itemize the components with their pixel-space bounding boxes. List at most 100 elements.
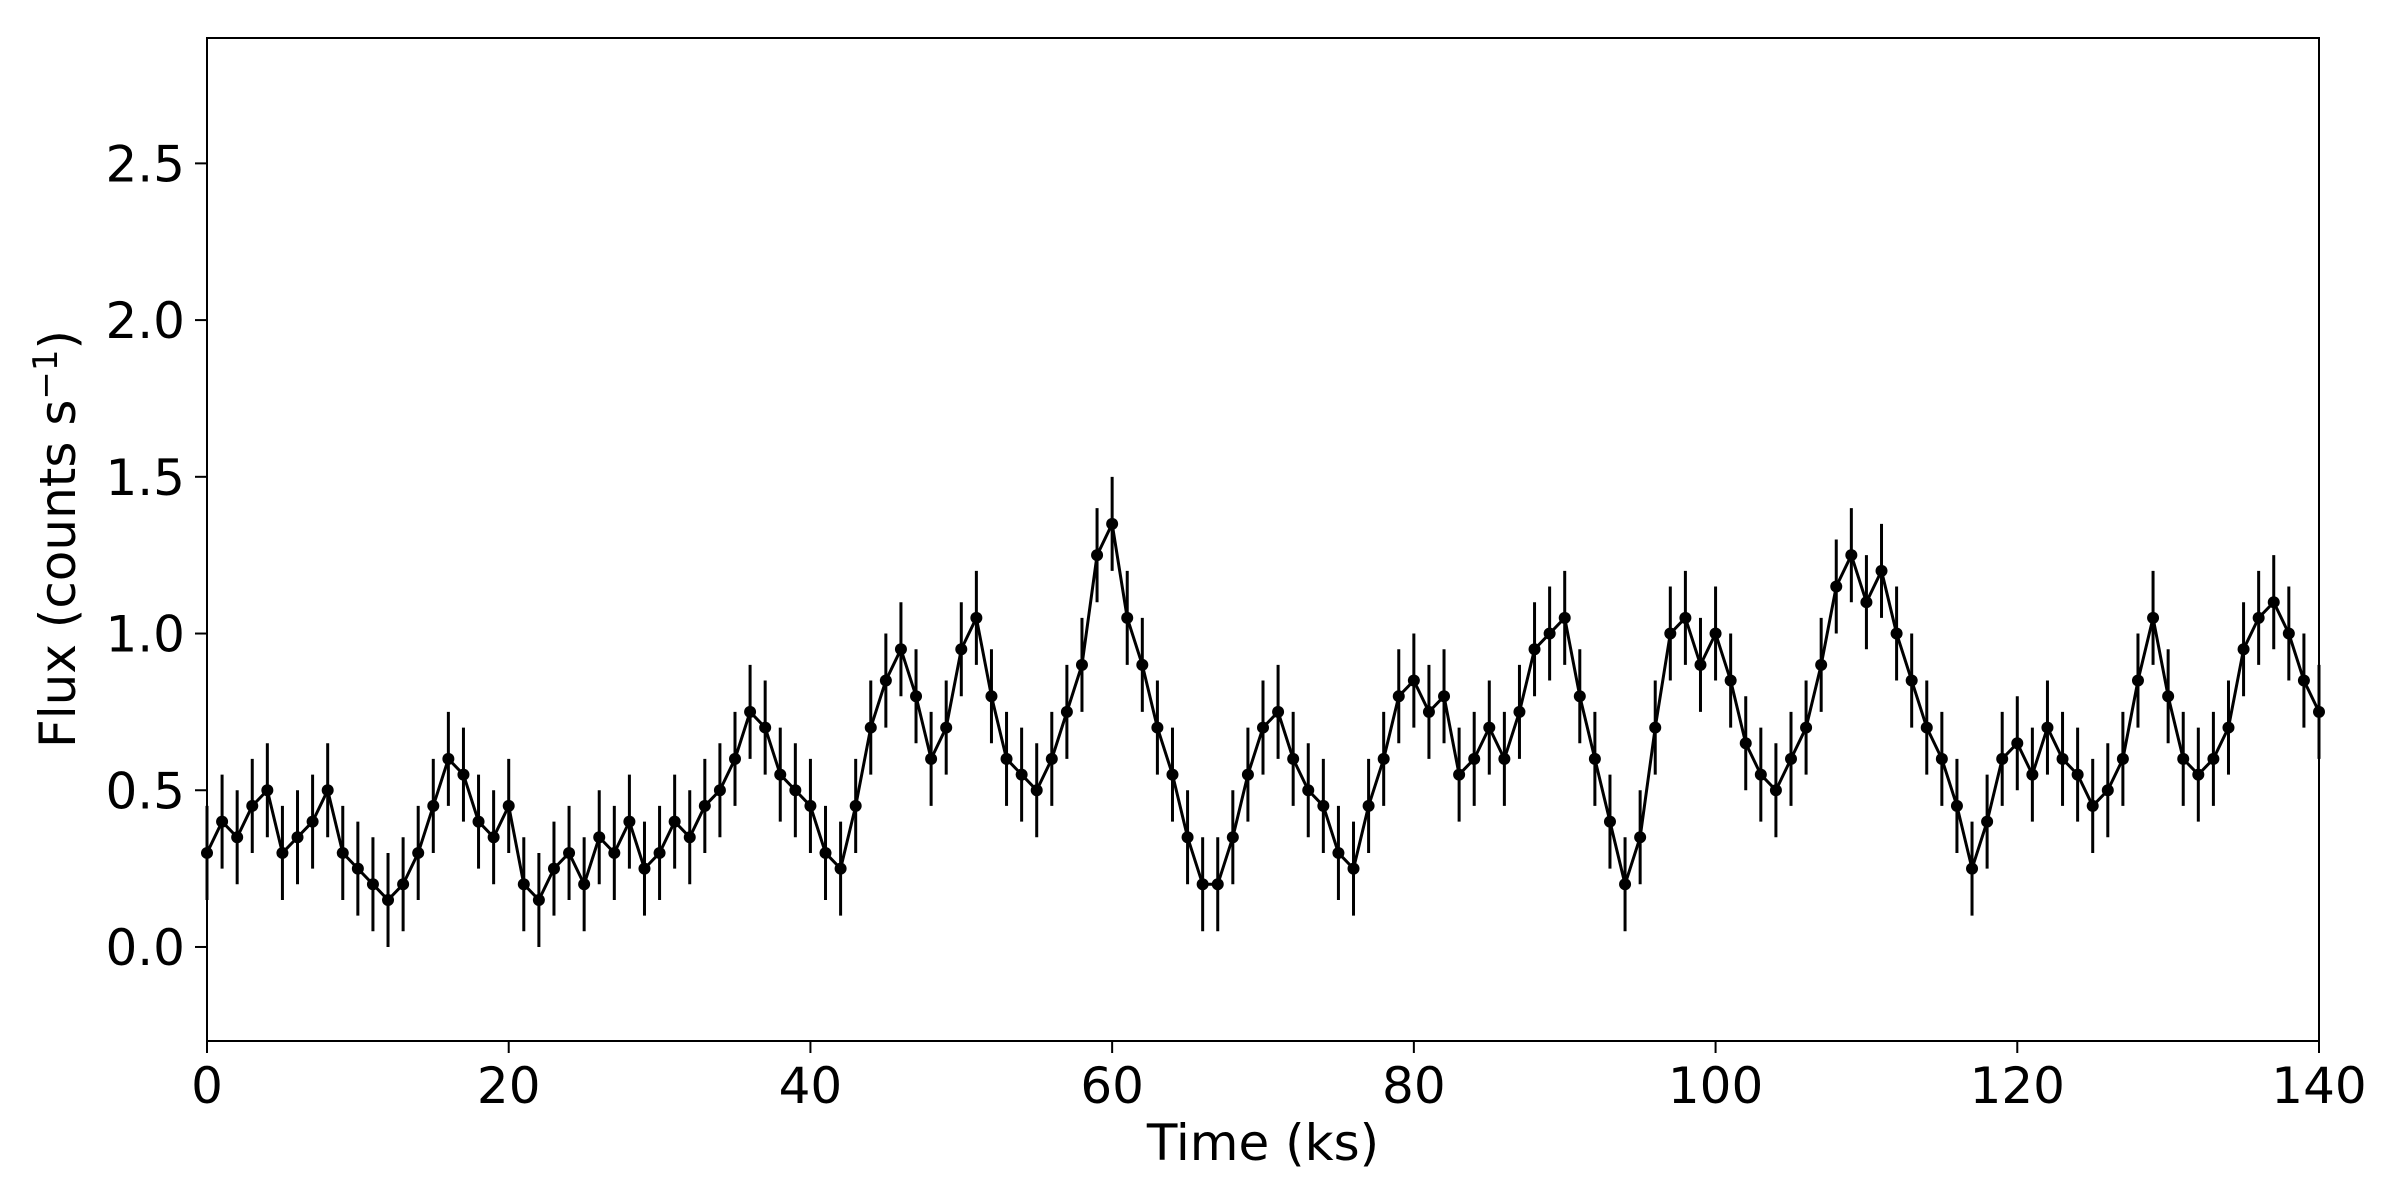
data-point: [502, 799, 515, 812]
data-point: [608, 846, 621, 859]
data-point: [1045, 752, 1058, 765]
data-point: [1166, 768, 1179, 781]
data-point: [789, 784, 802, 797]
data-point: [1483, 721, 1496, 734]
y-label-superscript: −1: [26, 350, 66, 400]
y-axis-label: Flux (counts s−1): [26, 330, 87, 748]
x-tick-label: 80: [1382, 1057, 1446, 1115]
data-point: [2011, 737, 2024, 750]
data-point: [532, 893, 545, 906]
data-point: [2297, 674, 2310, 687]
data-point: [472, 815, 485, 828]
data-point: [894, 643, 907, 656]
data-point: [1664, 627, 1677, 640]
data-point: [1211, 878, 1224, 891]
data-point: [1619, 878, 1632, 891]
data-point: [1694, 658, 1707, 671]
y-tick-label: 0.5: [105, 762, 185, 820]
data-point: [1528, 643, 1541, 656]
data-point: [910, 690, 923, 703]
y-tick-label: 2.5: [105, 135, 185, 193]
data-point: [2086, 799, 2099, 812]
y-label-text: Flux (counts s: [29, 400, 87, 748]
data-point: [1121, 611, 1134, 624]
data-point: [2101, 784, 2114, 797]
data-point: [2147, 611, 2160, 624]
data-point: [1453, 768, 1466, 781]
data-point: [2237, 643, 2250, 656]
data-point: [517, 878, 530, 891]
data-point: [547, 862, 560, 875]
data-point: [216, 815, 229, 828]
data-point: [1905, 674, 1918, 687]
data-point: [1800, 721, 1813, 734]
data-point: [1769, 784, 1782, 797]
data-point: [246, 799, 259, 812]
data-point: [1226, 831, 1239, 844]
data-point: [849, 799, 862, 812]
data-point: [1407, 674, 1420, 687]
data-point: [1920, 721, 1933, 734]
data-point: [653, 846, 666, 859]
data-point: [1000, 752, 1013, 765]
data-point: [1724, 674, 1737, 687]
data-point: [940, 721, 953, 734]
data-point: [1543, 627, 1556, 640]
data-point: [1151, 721, 1164, 734]
data-point: [1241, 768, 1254, 781]
data-point: [1015, 768, 1028, 781]
data-point: [1588, 752, 1601, 765]
y-label-suffix: ): [29, 330, 87, 350]
data-point: [397, 878, 410, 891]
data-point: [366, 878, 379, 891]
data-point: [442, 752, 455, 765]
data-point: [1181, 831, 1194, 844]
data-point: [638, 862, 651, 875]
data-point: [1634, 831, 1647, 844]
data-point: [623, 815, 636, 828]
data-point: [713, 784, 726, 797]
data-point: [1498, 752, 1511, 765]
data-point: [1603, 815, 1616, 828]
data-point: [1075, 658, 1088, 671]
data-point: [1754, 768, 1767, 781]
data-point: [1739, 737, 1752, 750]
data-point: [985, 690, 998, 703]
data-point: [1558, 611, 1571, 624]
data-point: [804, 799, 817, 812]
data-point: [1468, 752, 1481, 765]
data-point: [2192, 768, 2205, 781]
data-point: [427, 799, 440, 812]
data-point: [1136, 658, 1149, 671]
data-point: [291, 831, 304, 844]
data-point: [2162, 690, 2175, 703]
x-tick-label: 20: [477, 1057, 541, 1115]
data-point: [759, 721, 772, 734]
data-point: [1257, 721, 1269, 734]
data-point: [1513, 705, 1526, 718]
data-point: [1815, 658, 1828, 671]
x-tick-label: 0: [191, 1057, 223, 1115]
data-point: [1362, 799, 1375, 812]
data-point: [1422, 705, 1435, 718]
data-point: [2252, 611, 2265, 624]
data-point: [1830, 580, 1843, 593]
data-point: [593, 831, 606, 844]
data-point: [578, 878, 591, 891]
data-point: [668, 815, 681, 828]
data-point: [231, 831, 244, 844]
x-tick-label: 100: [1668, 1057, 1763, 1115]
data-point: [351, 862, 364, 875]
data-point: [683, 831, 696, 844]
data-point: [412, 846, 425, 859]
data-point: [1317, 799, 1330, 812]
data-point: [487, 831, 500, 844]
data-point: [2267, 596, 2280, 609]
plot-frame: [206, 37, 2320, 1042]
data-point: [774, 768, 787, 781]
data-point: [864, 721, 877, 734]
data-point: [1845, 549, 1858, 562]
data-point: [261, 784, 274, 797]
data-point: [1196, 878, 1209, 891]
